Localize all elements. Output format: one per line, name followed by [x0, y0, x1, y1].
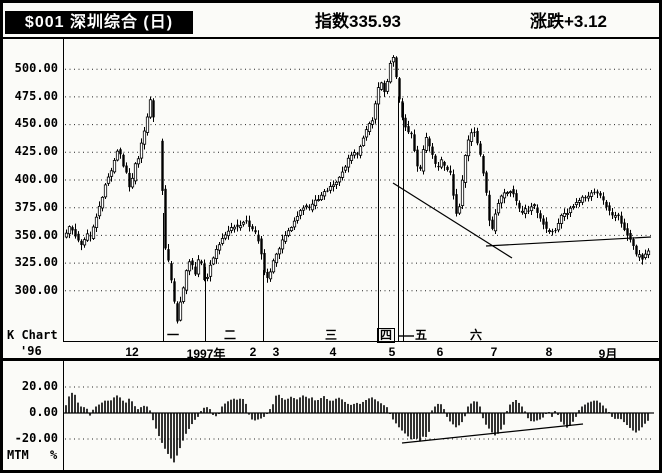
y-axis-tick: 375.00	[14, 200, 58, 214]
symbol-title-badge: $001 深圳综合 (日)	[5, 11, 193, 34]
y-axis-tick: 450.00	[14, 116, 58, 130]
wave-label-1: 一	[166, 328, 180, 342]
panel-label-kchart: K Chart	[7, 328, 58, 342]
x-axis-tick: 1997年	[186, 347, 226, 361]
y-axis-tick: 500.00	[14, 61, 58, 75]
x-axis-tick: 6	[436, 345, 444, 359]
mtm-panel-label: MTM	[7, 448, 29, 462]
y-axis-tick: 350.00	[14, 228, 58, 242]
x-axis-tick: 5	[388, 345, 396, 359]
y-axis-tick: 325.00	[14, 255, 58, 269]
index-value-label: 指数335.93	[315, 12, 401, 31]
wave-label-3: 三	[324, 328, 338, 342]
x-axis-tick: 2	[249, 345, 257, 359]
x-axis-tick: 12	[125, 345, 139, 359]
x-axis-year-start: '96	[20, 344, 42, 358]
x-axis-tick: 8	[545, 345, 553, 359]
x-axis-tick: 3	[272, 345, 280, 359]
wave-label-4: 四	[376, 328, 396, 343]
y-axis-tick: 475.00	[14, 89, 58, 103]
y-axis-tick: 400.00	[14, 172, 58, 186]
y-axis-tick: 300.00	[14, 283, 58, 297]
x-axis-tick: 4	[329, 345, 337, 359]
mtm-y-tick: 0.00	[29, 405, 58, 419]
wave-label-6: 六	[469, 328, 483, 342]
x-axis-tick: 7	[490, 345, 498, 359]
wave-label-2: 二	[223, 328, 237, 342]
y-axis-tick: 425.00	[14, 144, 58, 158]
change-value-label: 涨跌+3.12	[530, 12, 608, 31]
mtm-unit-label: %	[50, 448, 58, 462]
mtm-y-tick: -20.00	[14, 431, 58, 445]
wave-label-5: 五	[414, 328, 428, 342]
mtm-y-tick: 20.00	[21, 379, 58, 393]
x-axis-tick: 9月	[598, 347, 618, 361]
